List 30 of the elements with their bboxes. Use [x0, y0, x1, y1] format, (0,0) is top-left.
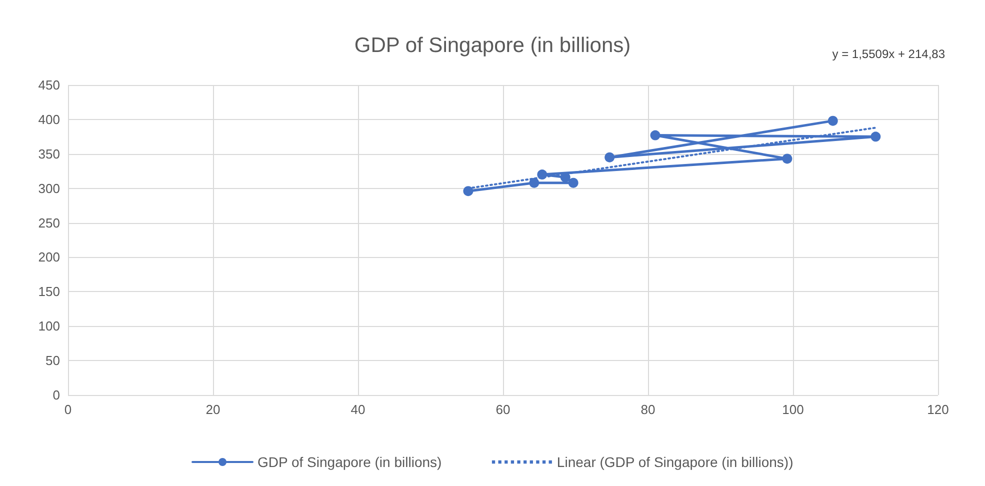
y-tick-label: 400: [38, 112, 60, 127]
x-tick-label: 100: [782, 402, 804, 417]
point: [828, 116, 838, 126]
legend-label: GDP of Singapore (in billions): [258, 454, 442, 470]
point: [604, 152, 615, 162]
point: [870, 132, 881, 142]
point: [463, 186, 474, 196]
y-tick-label: 200: [38, 250, 60, 265]
x-tick-label: 20: [206, 402, 220, 417]
point: [529, 178, 540, 188]
y-tick-label: 450: [38, 78, 60, 92]
point: [650, 130, 660, 140]
text: y = 1,5509x + 214,83: [832, 47, 946, 61]
y-tick-label: 350: [38, 146, 60, 162]
y-tick-label: 300: [38, 180, 60, 196]
point: [568, 178, 578, 188]
legend-label: Linear (GDP of Singapore (in billions)): [556, 454, 794, 470]
y-tick-label: 100: [38, 318, 60, 334]
point: [782, 154, 792, 164]
point: [537, 170, 548, 180]
x-tick-label: 120: [927, 402, 949, 417]
chart-title: GDP of Singapore (in billions): [354, 34, 631, 57]
x-tick-label: 40: [350, 402, 366, 417]
x-tick-label: 0: [64, 402, 72, 417]
y-tick-label: 50: [46, 353, 60, 368]
y-tick-label: 150: [38, 284, 60, 300]
y-tick-label: 250: [38, 215, 60, 230]
x-tick-label: 60: [496, 402, 510, 417]
y-tick-label: 0: [52, 388, 60, 402]
x-tick-label: 80: [640, 402, 656, 417]
